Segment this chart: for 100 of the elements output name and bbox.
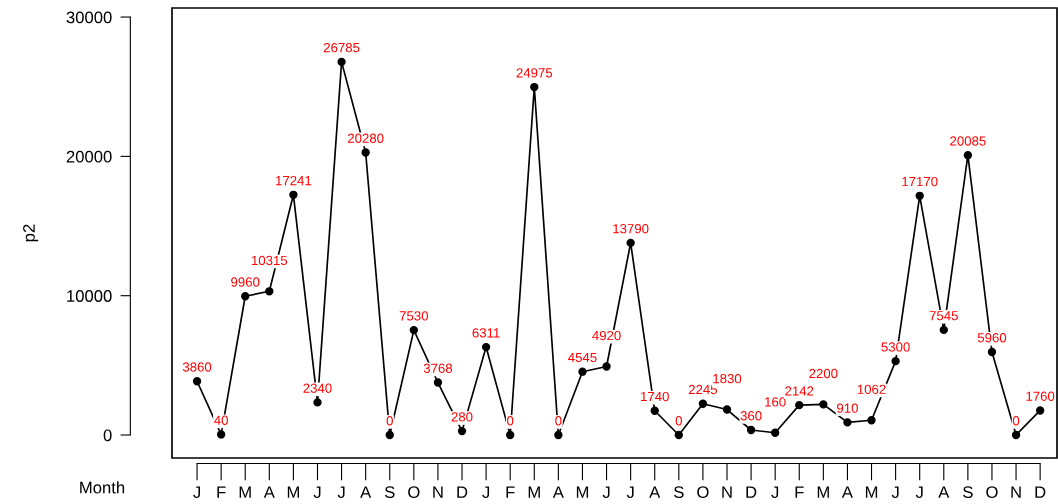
point — [385, 430, 394, 440]
data-label: 910 — [837, 403, 858, 413]
x-tick-label: O — [408, 486, 420, 499]
point — [578, 367, 587, 376]
x-tick-label: M — [576, 486, 589, 498]
y-axis-title: p2 — [23, 224, 39, 242]
data-label: 2340 — [303, 383, 332, 393]
point — [241, 292, 250, 301]
data-label: 0 — [1012, 416, 1020, 426]
data-label: 4920 — [592, 330, 621, 341]
point — [771, 428, 780, 437]
x-axis-title: Month — [80, 481, 125, 494]
data-label: 7545 — [929, 311, 958, 321]
data-label: 24975 — [516, 68, 553, 78]
point — [554, 430, 563, 440]
x-tick-label: N — [433, 486, 443, 498]
x-tick-label: A — [841, 486, 853, 498]
data-label: 6311 — [472, 328, 500, 338]
point — [939, 325, 948, 335]
x-tick-label: A — [938, 486, 950, 498]
point — [698, 399, 708, 408]
point — [337, 57, 346, 67]
point — [650, 406, 659, 415]
y-tick-label: 30000 — [66, 11, 112, 24]
x-tick-label: O — [697, 486, 709, 499]
x-tick-label: N — [722, 486, 732, 498]
x-tick-label: A — [552, 486, 564, 498]
x-tick-label: A — [360, 486, 372, 498]
data-label: 3860 — [182, 362, 212, 372]
x-tick-label: M — [817, 486, 829, 498]
x-tick-label: J — [771, 486, 779, 499]
data-label: 13790 — [613, 224, 649, 234]
point — [313, 398, 322, 407]
data-label: 26785 — [323, 42, 360, 53]
point — [867, 416, 876, 425]
point — [819, 400, 828, 409]
point — [963, 151, 973, 160]
x-tick-label: M — [865, 486, 878, 498]
x-tick-label: D — [457, 486, 468, 498]
point — [626, 238, 635, 248]
data-label: 160 — [765, 397, 786, 407]
data-label: 1062 — [857, 384, 886, 394]
x-tick-label: M — [239, 486, 251, 498]
point — [192, 377, 202, 386]
x-tick-label: N — [1011, 486, 1021, 498]
data-label: 2245 — [688, 384, 718, 395]
x-tick-label: F — [795, 486, 804, 498]
data-label: 20085 — [950, 136, 986, 146]
point — [795, 401, 804, 410]
data-label: 17170 — [902, 176, 938, 187]
x-tick-label: J — [337, 486, 345, 499]
data-label: 20280 — [347, 133, 384, 143]
point — [843, 418, 852, 427]
x-tick-label: J — [193, 486, 200, 499]
point — [987, 347, 997, 357]
point — [674, 430, 683, 440]
data-label: 0 — [555, 416, 562, 426]
point — [506, 430, 515, 440]
point — [216, 430, 226, 439]
x-tick-label: J — [915, 486, 923, 499]
y-tick-label: 0 — [103, 429, 112, 442]
data-label: 0 — [507, 416, 514, 426]
data-label: 5960 — [977, 333, 1007, 343]
data-label: 9960 — [231, 277, 260, 287]
data-label: 360 — [740, 411, 762, 421]
point — [602, 362, 611, 371]
data-label: 2142 — [785, 386, 814, 396]
data-label: 280 — [451, 412, 473, 422]
x-tick-label: D — [1035, 486, 1046, 498]
y-tick-label: 10000 — [67, 290, 112, 302]
y-tick-label: 20000 — [66, 150, 112, 163]
point — [457, 426, 467, 436]
x-tick-label: M — [528, 486, 540, 498]
point — [530, 82, 539, 92]
point — [1035, 406, 1045, 415]
x-tick-label: J — [626, 486, 634, 499]
data-label: 17241 — [276, 175, 312, 186]
data-label: 0 — [675, 416, 682, 426]
point — [361, 148, 370, 157]
point — [289, 190, 298, 199]
data-label: 40 — [214, 415, 228, 425]
x-tick-label: O — [986, 486, 998, 499]
x-tick-label: F — [217, 486, 226, 498]
data-label: 1830 — [713, 373, 742, 384]
point — [722, 405, 732, 414]
data-label: 1740 — [641, 391, 669, 402]
point — [265, 287, 274, 296]
x-tick-label: S — [963, 486, 973, 499]
data-label: 5300 — [881, 342, 910, 352]
data-label: 3768 — [423, 363, 453, 373]
data-label: 7530 — [399, 311, 429, 321]
x-tick-label: J — [482, 486, 490, 499]
point — [409, 325, 419, 335]
point — [433, 378, 443, 387]
x-tick-label: J — [313, 486, 321, 499]
x-tick-label: S — [384, 486, 395, 499]
data-label: 10315 — [251, 255, 288, 266]
x-tick-label: D — [746, 486, 757, 498]
point — [1011, 430, 1021, 440]
x-tick-label: S — [674, 486, 684, 499]
